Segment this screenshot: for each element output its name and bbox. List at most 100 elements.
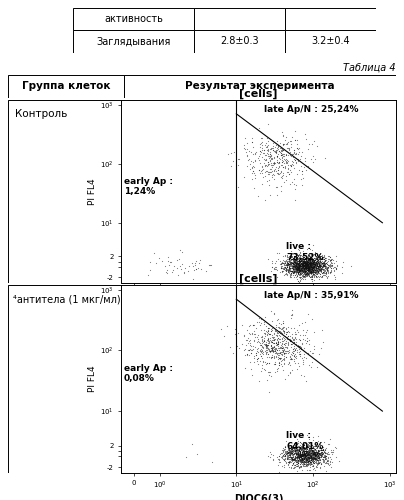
Point [311, 266, 318, 274]
Point [289, 260, 296, 268]
Point [310, 259, 316, 267]
Point [311, 450, 317, 458]
Point [307, 447, 313, 455]
Point [189, 258, 196, 266]
Point [305, 263, 312, 271]
Point [304, 336, 310, 344]
Point [304, 450, 310, 458]
Point [284, 258, 290, 266]
Point [265, 326, 271, 334]
Point [286, 260, 292, 268]
Point [324, 274, 330, 281]
Point [302, 264, 309, 272]
Point [278, 356, 285, 364]
Point [312, 266, 319, 274]
Point [269, 166, 275, 174]
Point [293, 264, 300, 272]
Point [300, 462, 307, 470]
Point [293, 256, 299, 264]
Point [324, 264, 330, 272]
Point [328, 259, 335, 267]
Point [299, 340, 305, 348]
Point [290, 257, 296, 265]
Point [267, 165, 274, 173]
Point [284, 347, 290, 355]
Point [305, 266, 311, 274]
Point [311, 452, 318, 460]
Point [250, 321, 257, 329]
Point [320, 443, 326, 451]
Point [301, 264, 307, 272]
Point [304, 444, 311, 452]
Point [293, 263, 300, 271]
Point [318, 259, 325, 267]
Point [305, 263, 311, 271]
Point [268, 155, 275, 163]
Point [316, 263, 323, 271]
Point [322, 456, 328, 464]
Point [294, 452, 301, 460]
Point [278, 172, 285, 180]
Point [301, 450, 307, 458]
Point [291, 455, 297, 463]
Point [303, 262, 310, 270]
Point [296, 266, 302, 274]
Point [292, 338, 299, 346]
Point [269, 144, 276, 152]
Point [314, 442, 320, 450]
Point [292, 266, 298, 274]
Point [305, 466, 312, 474]
Point [299, 444, 305, 452]
Point [284, 452, 290, 460]
Point [315, 453, 322, 461]
Point [311, 446, 318, 454]
Point [297, 448, 304, 456]
Point [293, 255, 300, 263]
Point [285, 258, 291, 266]
Point [259, 144, 265, 152]
Point [175, 270, 181, 278]
Point [292, 258, 298, 266]
Point [318, 267, 325, 275]
Point [316, 256, 323, 264]
Point [256, 318, 262, 326]
Point [300, 261, 307, 269]
Point [273, 146, 279, 154]
Point [306, 256, 313, 264]
Point [293, 268, 299, 276]
Point [295, 250, 302, 258]
Point [295, 446, 302, 454]
Point [305, 264, 311, 272]
Point [287, 447, 294, 455]
Point [282, 140, 289, 148]
Point [288, 267, 295, 275]
Point [305, 348, 311, 356]
Point [316, 452, 322, 460]
Point [257, 339, 263, 347]
Point [275, 354, 281, 362]
Point [310, 262, 316, 270]
Point [269, 354, 276, 362]
Point [310, 268, 316, 276]
Point [285, 448, 291, 456]
Point [280, 152, 286, 160]
Point [313, 264, 319, 272]
Point [322, 256, 328, 264]
Point [315, 438, 322, 446]
Point [333, 444, 340, 452]
Point [303, 462, 309, 470]
Point [301, 260, 307, 268]
Point [300, 268, 307, 276]
Point [295, 454, 301, 462]
Point [290, 260, 297, 268]
Point [319, 450, 325, 458]
Point [312, 259, 319, 267]
Point [316, 456, 323, 464]
Point [297, 451, 303, 459]
Point [277, 349, 283, 357]
Point [296, 262, 302, 270]
Point [271, 328, 278, 336]
Point [301, 460, 308, 468]
Point [278, 341, 284, 349]
Point [297, 176, 304, 184]
